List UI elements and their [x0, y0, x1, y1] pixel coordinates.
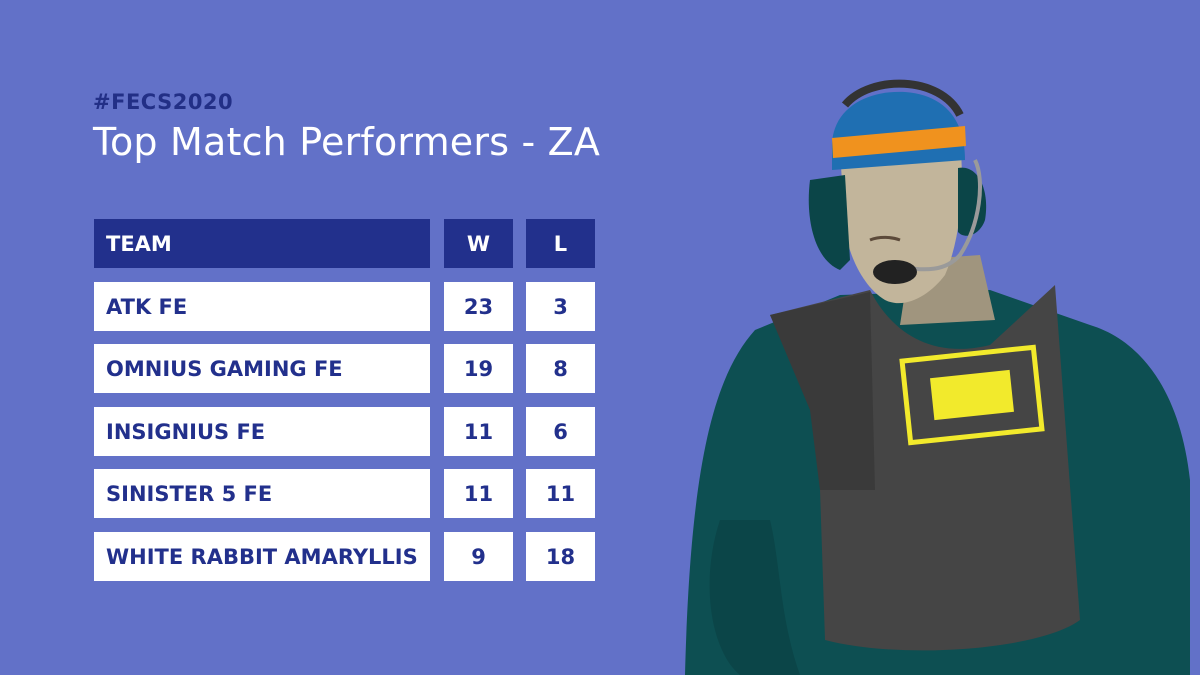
column-header-losses: L: [526, 219, 595, 268]
team-name: OMNIUS GAMING FE: [94, 344, 430, 393]
patch-frame: [899, 344, 1045, 446]
losses-value: 3: [526, 282, 595, 331]
column-header-wins: W: [444, 219, 513, 268]
patch-fill: [930, 369, 1014, 421]
hashtag: #FECS2020: [93, 90, 234, 114]
wins-value: 9: [444, 532, 513, 581]
losses-value: 8: [526, 344, 595, 393]
mouth: [869, 235, 901, 242]
column-header-team: TEAM: [94, 219, 430, 268]
vest-shadow: [770, 292, 875, 490]
team-name: ATK FE: [94, 282, 430, 331]
losses-value: 6: [526, 407, 595, 456]
wins-value: 19: [444, 344, 513, 393]
wins-value: 11: [444, 407, 513, 456]
losses-value: 11: [526, 469, 595, 518]
team-name: SINISTER 5 FE: [94, 469, 430, 518]
mic-boom: [904, 159, 982, 272]
operator-illustration: [685, 79, 1190, 675]
page-title: Top Match Performers - ZA: [93, 120, 601, 164]
beanie-stripe: [832, 126, 966, 158]
wins-value: 23: [444, 282, 513, 331]
team-name: WHITE RABBIT AMARYLLIS: [94, 532, 430, 581]
left-arm: [709, 520, 800, 675]
microphone: [873, 260, 917, 284]
wins-value: 11: [444, 469, 513, 518]
face: [840, 140, 962, 304]
losses-value: 18: [526, 532, 595, 581]
headband: [841, 79, 964, 118]
left-ear-cup: [808, 175, 850, 270]
team-name: INSIGNIUS FE: [94, 407, 430, 456]
